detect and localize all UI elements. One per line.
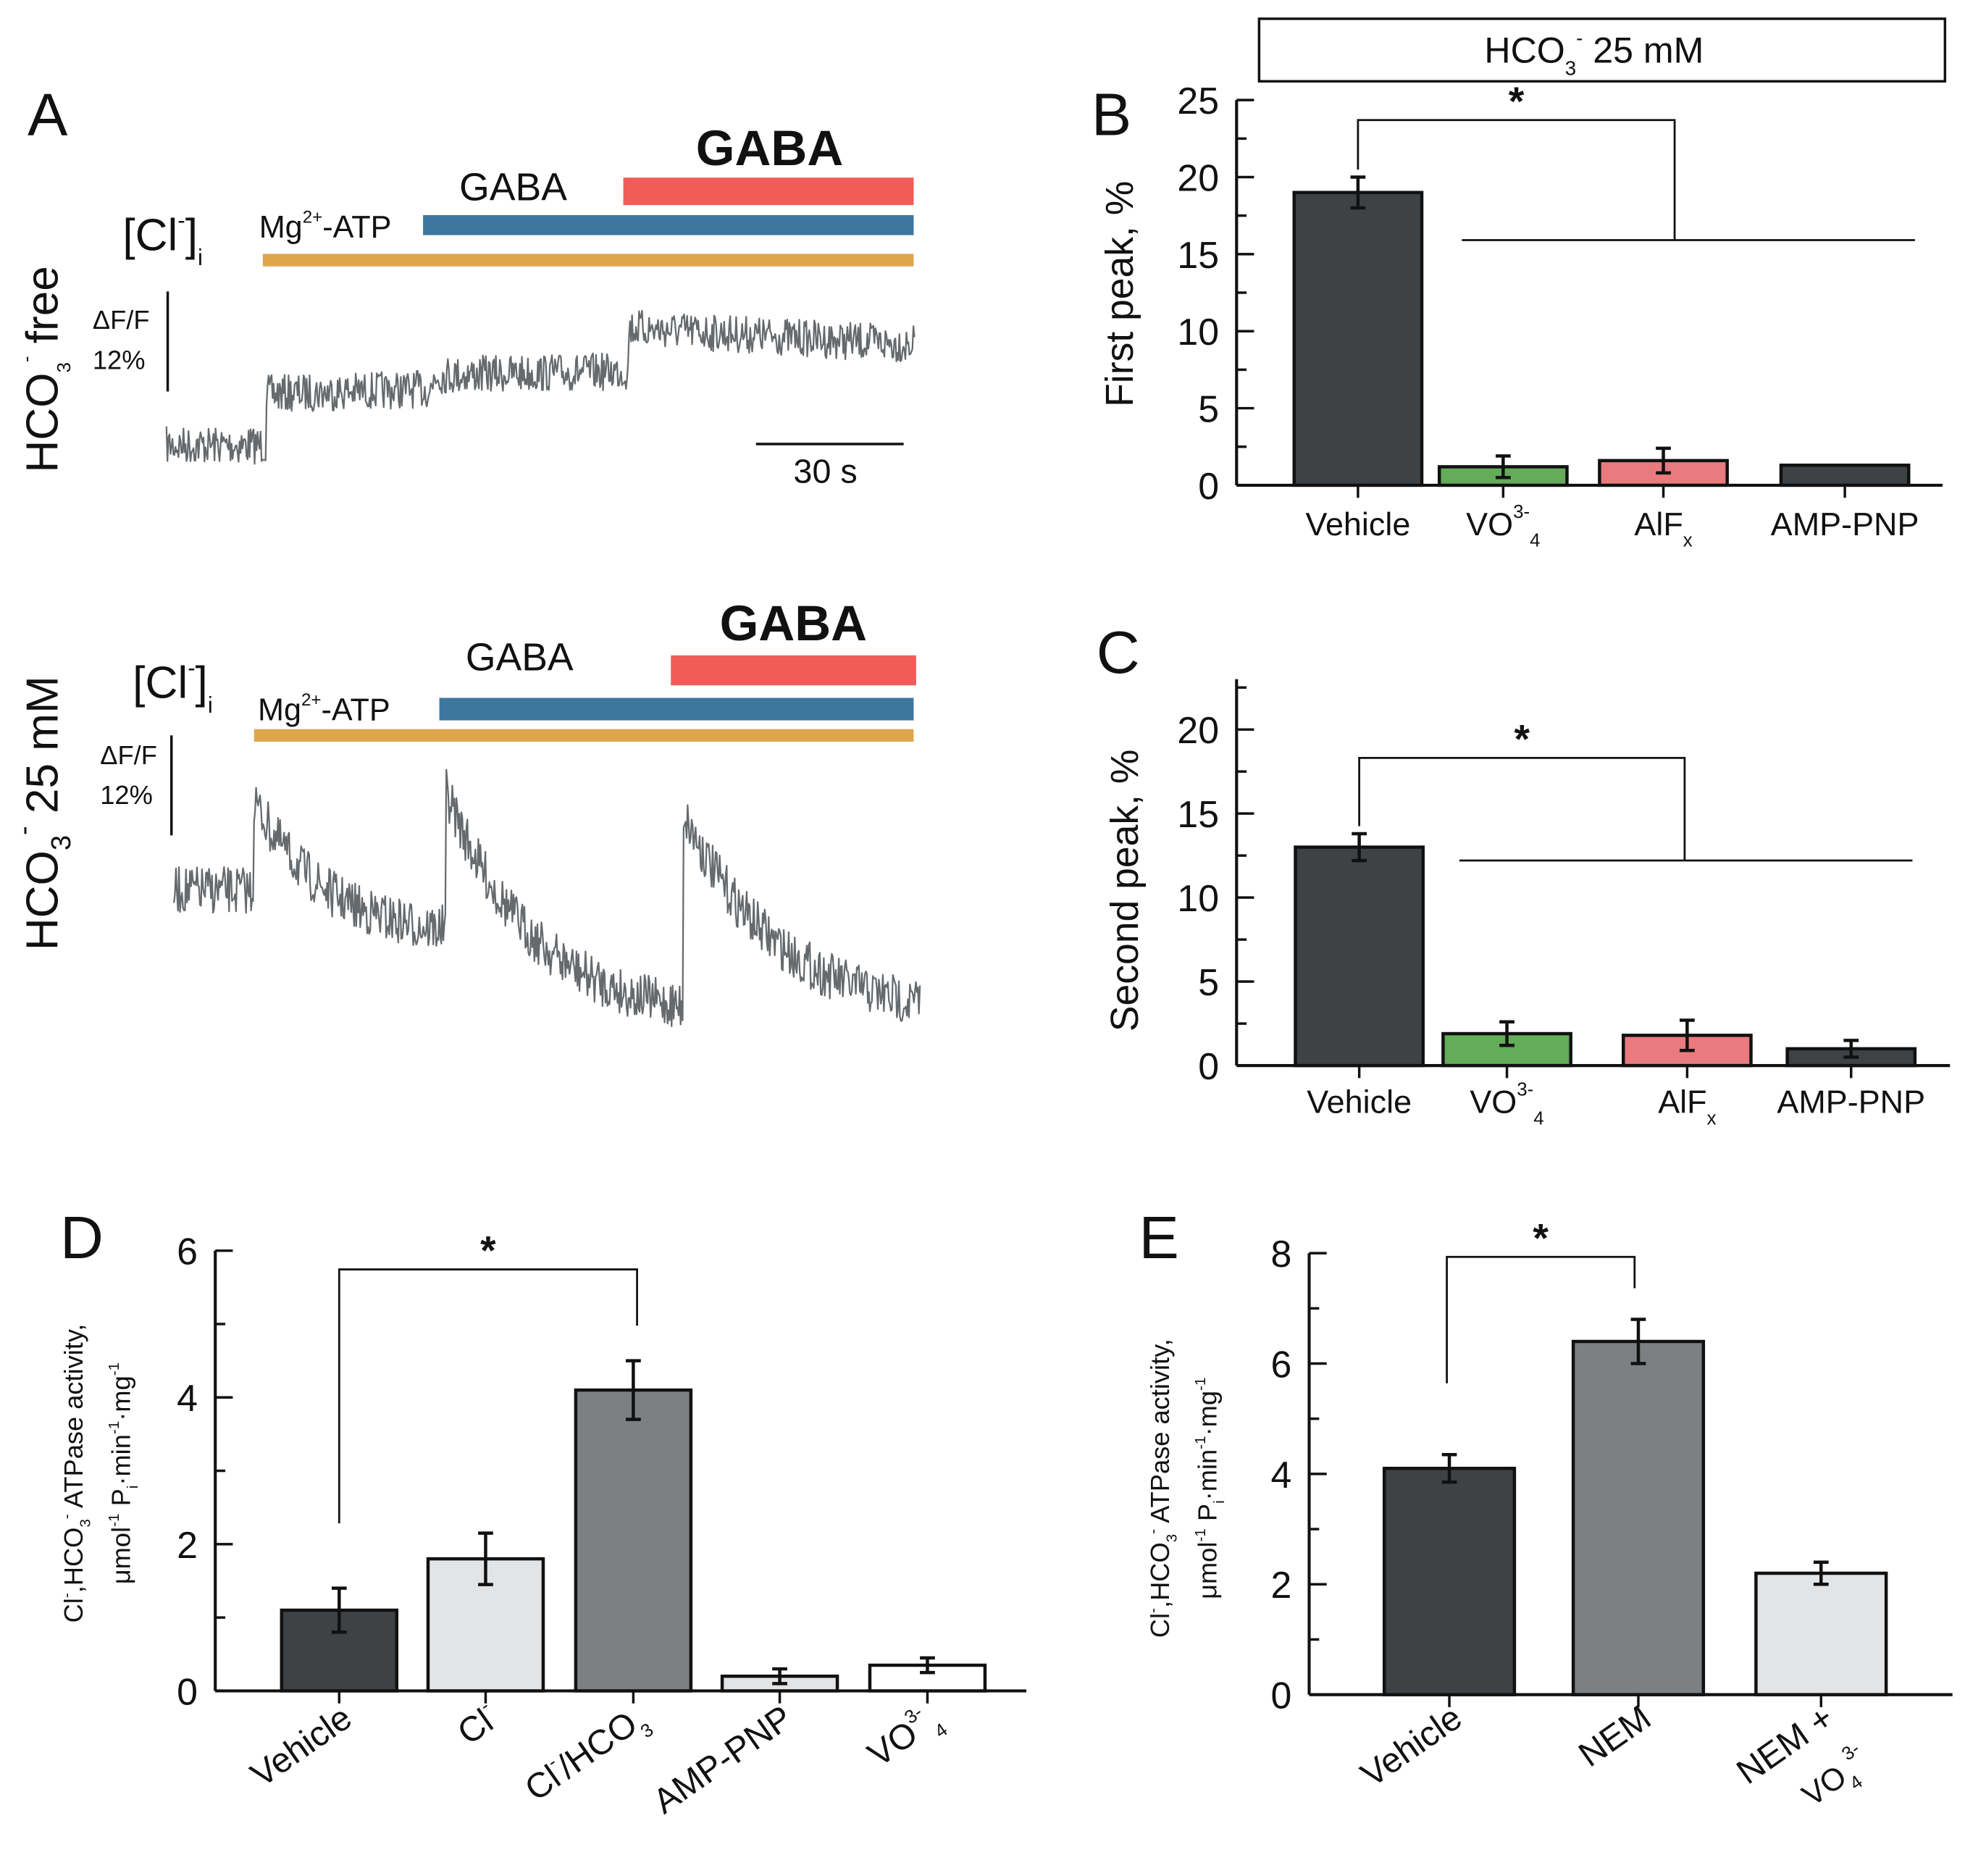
mgatp-label-bottom: Mg2+-ATP: [258, 690, 390, 728]
gaba-bar-top: [423, 214, 914, 235]
category-label: AlFx: [1634, 506, 1692, 551]
fluorescence-trace-top: [165, 309, 916, 465]
df-label-top: ΔF/F: [93, 305, 150, 335]
y-tick-label: 0: [177, 1670, 198, 1712]
y-tick-label: 15: [1177, 793, 1219, 835]
condition-label-bottom: HCO3- 25 mM: [9, 676, 77, 950]
gaba-high-bar-bottom: [671, 655, 916, 686]
category-label: VO3-4: [860, 1696, 952, 1781]
panel-e-ylabel-line1: Cl-,HCO3- ATPase activity,: [1144, 1339, 1180, 1638]
panel-d-ylabel-line2: μmol-1 Pi·min-1·mg-1: [106, 1362, 141, 1584]
significance-bracket: [1357, 119, 1676, 240]
category-label: VO3-4: [1470, 1080, 1543, 1129]
y-tick-label: 6: [1270, 1344, 1291, 1386]
panel-b: B HCO3- 25 mM First peak, % 0 5 10 15 20 25 Ve…: [1092, 17, 1947, 551]
y-tick-label: 0: [1270, 1675, 1291, 1717]
cl-label-bottom: [Cl-]i: [133, 655, 213, 718]
y-tick-label: 2: [1270, 1564, 1291, 1606]
mgatp-label-top: Mg2+-ATP: [259, 207, 392, 245]
bar-b-0: [1292, 190, 1424, 487]
significance-bracket: [1446, 1255, 1636, 1383]
panel-b-ylabel: First peak, %: [1099, 181, 1141, 407]
category-label: Vehicle: [1307, 1084, 1412, 1121]
bar-e-1: [1571, 1339, 1706, 1696]
y-tick-label: 4: [177, 1377, 198, 1419]
panel-c-letter: C: [1097, 619, 1140, 686]
significance-star: *: [1514, 716, 1530, 761]
gaba-label-bottom: GABA: [466, 637, 574, 679]
bar-d-1: [426, 1557, 545, 1693]
mgatp-bar-top: [262, 254, 914, 267]
bicarbonate-header-box: [1257, 17, 1947, 83]
panel-d-ylabel-line1: Cl-,HCO3- ATPase activity,: [58, 1324, 93, 1623]
category-label: AlFx: [1658, 1084, 1716, 1129]
bar-c-0: [1294, 845, 1425, 1068]
df-value-bottom: 12%: [100, 780, 153, 810]
bar-e-0: [1382, 1467, 1517, 1696]
panel-a: A HCO3- free [Cl-]i ΔF/F 12% Mg2+-ATP GA…: [9, 81, 921, 1028]
category-label: AMP-PNP: [646, 1698, 800, 1822]
panel-a-letter: A: [28, 81, 68, 148]
y-tick-label: 0: [1198, 465, 1219, 507]
mgatp-bar-bottom: [254, 729, 914, 742]
y-tick-label: 25: [1177, 80, 1219, 122]
panel-a-top: HCO3- free [Cl-]i ΔF/F 12% Mg2+-ATP GABA…: [17, 120, 916, 490]
category-label: Vehicle: [1305, 506, 1410, 543]
panel-e-ylabel-line2: μmol-1 Pi·min-1·mg-1: [1192, 1378, 1228, 1599]
panel-d: D Cl-,HCO3- ATPase activity, μmol-1 Pi·m…: [58, 1204, 1026, 1822]
y-tick-label: 5: [1198, 961, 1219, 1003]
panel-e: E Cl-,HCO3- ATPase activity, μmol-1 Pi·m…: [1139, 1204, 1953, 1813]
gaba-label-top: GABA: [459, 166, 567, 209]
bar-b-3: [1779, 464, 1911, 487]
fluorescence-trace-bottom: [173, 769, 921, 1028]
condition-label-top: HCO3- free: [17, 266, 75, 473]
panel-c-ylabel: Second peak, %: [1104, 750, 1147, 1032]
bicarbonate-header-label: HCO3- 25 mM: [1484, 27, 1704, 79]
panel-d-letter: D: [60, 1204, 104, 1271]
category-label: AMP-PNP: [1777, 1084, 1925, 1121]
y-tick-label: 5: [1198, 388, 1219, 430]
category-label: Cl-: [449, 1696, 505, 1753]
category-label: VO3-4: [1466, 502, 1540, 551]
gaba-high-label-bottom: GABA: [720, 595, 867, 651]
significance-star: *: [480, 1228, 496, 1273]
significance-star: *: [1509, 79, 1525, 124]
gaba-high-bar-top: [623, 177, 914, 206]
y-tick-label: 8: [1270, 1233, 1291, 1275]
df-label-bottom: ΔF/F: [100, 740, 157, 770]
y-tick-label: 6: [177, 1231, 198, 1273]
y-tick-label: 10: [1177, 311, 1219, 353]
y-tick-label: 0: [1198, 1045, 1219, 1087]
category-label: Vehicle: [1354, 1698, 1469, 1795]
time-scale-label: 30 s: [794, 453, 858, 490]
panel-e-letter: E: [1139, 1204, 1179, 1271]
y-tick-label: 15: [1177, 234, 1219, 276]
significance-bracket: [338, 1268, 638, 1524]
cl-label-top: [Cl-]i: [122, 207, 203, 270]
category-label: Vehicle: [244, 1698, 359, 1795]
y-tick-label: 20: [1177, 709, 1219, 751]
significance-bracket: [1358, 756, 1686, 860]
category-label: NEM: [1572, 1698, 1658, 1775]
significance-star: *: [1533, 1215, 1549, 1260]
gaba-bar-bottom: [439, 698, 914, 721]
bar-e-2: [1754, 1571, 1888, 1696]
df-value-top: 12%: [93, 345, 146, 374]
panel-c: C Second peak, % 0 5 10 15 20 Vehicle VO3-4 AlF…: [1097, 619, 1951, 1128]
y-tick-label: 2: [177, 1524, 198, 1566]
y-tick-label: 20: [1177, 157, 1219, 199]
y-tick-label: 4: [1270, 1454, 1291, 1496]
y-tick-label: 10: [1177, 877, 1219, 919]
gaba-high-label-top: GABA: [696, 120, 843, 176]
bar-d-2: [574, 1388, 693, 1693]
category-label: Cl-/HCO3: [516, 1696, 657, 1815]
category-label: AMP-PNP: [1771, 506, 1919, 543]
panel-a-bottom: HCO3- 25 mM [Cl-]i ΔF/F 12% Mg2+-ATP GAB…: [9, 595, 921, 1028]
panel-b-letter: B: [1092, 81, 1131, 148]
